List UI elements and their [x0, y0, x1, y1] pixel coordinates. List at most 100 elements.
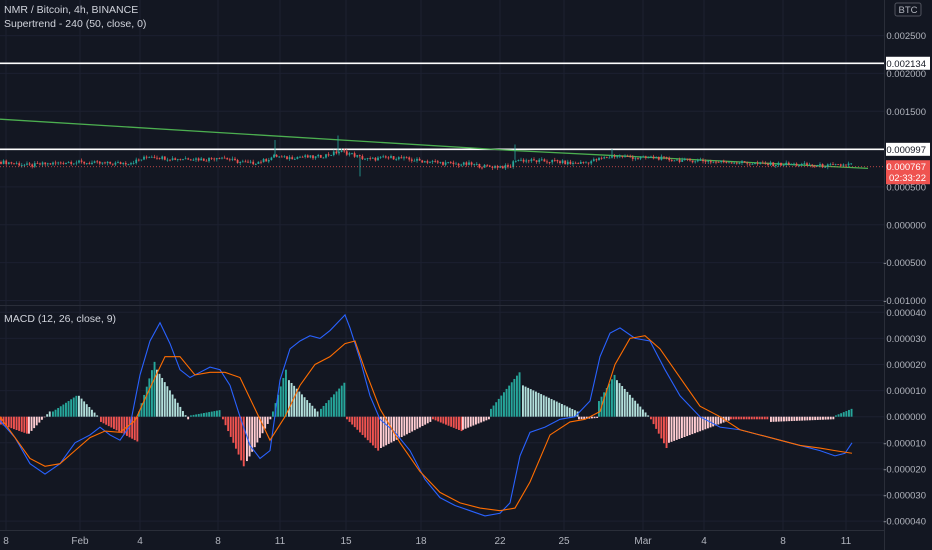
candle-body: [109, 161, 112, 164]
candle-body: [306, 155, 309, 158]
macd-histogram-bar: [574, 410, 576, 417]
macd-histogram-bar: [70, 399, 73, 417]
macd-histogram-bar: [385, 416, 388, 446]
macd-histogram-bar: [28, 416, 30, 434]
candle-body: [611, 156, 613, 158]
candle-body: [847, 163, 850, 166]
macd-histogram-bar: [717, 416, 720, 425]
candle-body: [130, 163, 132, 165]
macd-histogram-bar: [540, 394, 543, 417]
macd-histogram-bar: [678, 416, 681, 439]
candle-body: [111, 163, 114, 165]
candle-body: [345, 151, 348, 155]
macd-histogram-bar: [783, 416, 785, 422]
candle-body: [488, 165, 491, 167]
candle-body: [470, 162, 473, 165]
macd-histogram-bar: [618, 383, 621, 417]
candle-body: [335, 151, 338, 154]
candle-body: [291, 157, 294, 160]
macd-histogram-bar: [387, 416, 390, 444]
candle-body: [816, 165, 819, 166]
last-price-tag[interactable]: [886, 160, 930, 185]
macd-histogram-bar: [158, 373, 161, 417]
candle-body: [114, 162, 117, 165]
macd-histogram-bar: [333, 394, 335, 417]
level-price-tag: [886, 56, 930, 70]
macd-histogram-bar: [796, 416, 798, 421]
candle-body: [106, 161, 109, 164]
candle-body: [707, 161, 710, 162]
macd-histogram-bar: [424, 416, 427, 425]
candle-body: [442, 162, 444, 165]
macd-histogram-bar: [580, 416, 583, 420]
macd-histogram-bar: [790, 416, 793, 422]
macd-histogram-bar: [432, 416, 434, 420]
candle-body: [730, 162, 733, 164]
macd-histogram-bar: [492, 405, 495, 417]
macd-histogram-bar: [325, 403, 328, 417]
candle-body: [777, 162, 780, 166]
candle-body: [761, 162, 764, 164]
candle-body: [473, 164, 476, 165]
price-tick-label: 0.000500: [886, 182, 926, 193]
candle-body: [18, 163, 21, 166]
macd-histogram-bar: [480, 416, 483, 423]
macd-histogram-bar: [793, 416, 796, 421]
candle-body: [650, 156, 652, 158]
macd-histogram-bar: [52, 411, 54, 417]
macd-histogram-bar: [750, 416, 753, 420]
macd-histogram-bar: [644, 412, 647, 417]
macd-histogram-bar: [327, 400, 330, 417]
macd-histogram-bar: [566, 406, 569, 417]
macd-histogram-bar: [608, 383, 611, 417]
candle-body: [15, 163, 18, 165]
currency-badge-label: BTC: [899, 5, 918, 16]
macd-histogram-bar: [634, 400, 637, 417]
macd-histogram-bar: [288, 380, 290, 417]
candle-body: [569, 161, 572, 164]
candle-body: [169, 159, 171, 161]
candle-body: [252, 161, 255, 165]
time-axis[interactable]: 8 Feb 4 8 11 15 18 22 25 Mar 4 8 11: [3, 536, 851, 547]
candle-body: [678, 159, 681, 162]
macd-histogram-bar: [516, 375, 518, 417]
macd-histogram-bar: [242, 416, 245, 467]
macd-histogram-bar: [322, 405, 325, 417]
macd-histogram-bar: [850, 408, 853, 417]
macd-histogram-bar: [115, 416, 118, 431]
candle-body: [499, 166, 502, 168]
candle-body: [813, 165, 816, 167]
macd-pane[interactable]: [0, 313, 853, 517]
candle-body: [278, 156, 281, 158]
macd-line[interactable]: [0, 313, 853, 517]
candle-body: [522, 159, 525, 162]
macd-histogram-bar: [845, 411, 848, 417]
price-tick-label: 0.001500: [886, 107, 926, 118]
signal-line[interactable]: [0, 335, 853, 512]
supertrend-legend: Supertrend - 240 (50, close, 0): [4, 18, 146, 30]
candle-body: [439, 162, 442, 163]
candle-body: [343, 150, 346, 152]
candle-body: [137, 159, 140, 161]
candle-body: [478, 164, 481, 168]
macd-histogram-bar: [416, 416, 419, 429]
candle-body: [28, 163, 31, 165]
macd-tick-label: 0.000020: [886, 360, 926, 371]
price-axis[interactable]: 0.002500 0.002000 0.001500 0.000500 0.000000…: [883, 31, 930, 528]
price-pane[interactable]: [0, 62, 884, 177]
currency-badge[interactable]: BTC: [894, 2, 922, 17]
macd-histogram-bar: [497, 398, 500, 417]
macd-histogram-bar: [210, 411, 213, 417]
candle-body: [244, 161, 247, 163]
candle-body: [517, 160, 520, 162]
macd-histogram-bar: [195, 414, 198, 417]
candle-body: [267, 159, 270, 162]
candle-body: [166, 159, 169, 161]
macd-histogram-bar: [585, 416, 588, 419]
candle-body: [33, 163, 36, 167]
candle-body: [592, 159, 595, 162]
candle-body: [202, 158, 205, 161]
macd-histogram-bar: [819, 416, 822, 420]
